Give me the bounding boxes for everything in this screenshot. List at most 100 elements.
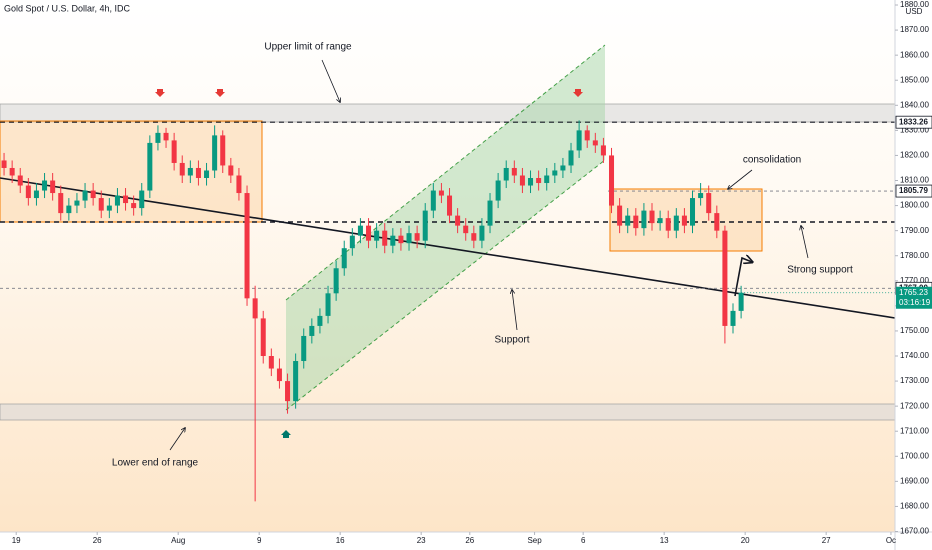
candle-body: [195, 167, 201, 179]
channel-lower: [285, 159, 606, 411]
candle-body: [519, 175, 525, 186]
candle-body: [244, 193, 250, 299]
y-tick-label: 1880.00: [900, 0, 929, 9]
candle-body: [301, 335, 307, 362]
up-arrow: [281, 430, 291, 438]
x-tick-label: 19: [12, 536, 21, 545]
candle-body: [609, 155, 615, 206]
candle-body: [9, 167, 15, 176]
candles: [1, 120, 744, 502]
candle-body: [114, 195, 120, 206]
y-tick-label: 1750.00: [900, 326, 929, 335]
candle-body: [82, 190, 88, 201]
candle-body: [42, 180, 48, 191]
price-label-box: [895, 184, 932, 198]
upper-range-zone: [0, 103, 896, 123]
candle-body: [33, 190, 39, 199]
x-tick-label: 27: [822, 536, 831, 545]
y-axis-background: [895, 0, 932, 550]
candle-body: [487, 200, 493, 226]
candle-body: [552, 170, 558, 176]
y-tick-label: 1840.00: [900, 100, 929, 109]
x-tick-label: 16: [336, 536, 345, 545]
annotation: Strong support: [787, 265, 853, 276]
candle-body: [479, 225, 485, 241]
candle-body: [179, 162, 185, 176]
candle-body: [74, 200, 80, 206]
candle-body: [625, 215, 631, 226]
y-tick-label: 1680.00: [900, 502, 929, 511]
candle-body: [357, 225, 363, 236]
candle-body: [600, 145, 606, 156]
candle-body: [325, 293, 331, 316]
candle-body: [293, 361, 299, 402]
y-tick-label: 1850.00: [900, 75, 929, 84]
x-tick-label: Aug: [171, 536, 185, 545]
currency-label: USD: [906, 7, 923, 16]
annotation: Lower end of range: [112, 458, 199, 469]
candle-body: [447, 195, 453, 216]
annotation: Support: [494, 335, 529, 346]
annotation-arrow: [512, 290, 518, 331]
candle-body: [560, 165, 566, 171]
candle-body: [665, 218, 671, 231]
candle-body: [50, 180, 56, 194]
candle-body: [147, 142, 153, 191]
candle-body: [1, 160, 7, 168]
y-tick-label: 1860.00: [900, 50, 929, 59]
x-tick-label: 9: [257, 536, 262, 545]
candle-body: [414, 233, 420, 241]
x-tick-label: 6: [581, 536, 586, 545]
candle-body: [455, 215, 461, 226]
down-arrow: [215, 89, 225, 97]
candle-body: [576, 130, 582, 151]
candle-body: [106, 205, 112, 211]
y-tick-label: 1830.00: [900, 125, 929, 134]
last-price-label: 1765.23: [899, 288, 928, 297]
candle-body: [390, 235, 396, 246]
y-tick-label: 1740.00: [900, 351, 929, 360]
candle-body: [349, 235, 355, 249]
annotation-arrow: [728, 169, 753, 189]
y-tick-label: 1670.00: [900, 527, 929, 536]
candle-body: [155, 132, 161, 143]
y-tick-label: 1820.00: [900, 151, 929, 160]
candle-body: [690, 198, 696, 226]
candle-body: [511, 167, 517, 176]
candle-body: [698, 193, 704, 199]
x-tick-label: Sep: [527, 536, 542, 545]
annotation: Upper limit of range: [264, 42, 352, 53]
candle-body: [617, 205, 623, 226]
y-tick-label: 1870.00: [900, 25, 929, 34]
down-arrow: [573, 89, 583, 97]
candle-body: [592, 140, 598, 146]
last-price-box: [896, 286, 932, 309]
candle-body: [317, 315, 323, 326]
x-tick-label: 23: [417, 536, 426, 545]
lower-range-zone: [0, 403, 896, 421]
rising-channel: [286, 45, 605, 410]
annotation-arrow: [169, 428, 185, 451]
candle-body: [163, 132, 169, 141]
candle-body: [495, 180, 501, 201]
candle-body: [714, 213, 720, 231]
candle-body: [438, 190, 444, 196]
y-tick-label: 1710.00: [900, 426, 929, 435]
price-label-box: [895, 115, 932, 129]
chart-title: Gold Spot / U.S. Dollar, 4h, IDC: [4, 3, 131, 13]
annotation: consolidation: [743, 155, 801, 166]
candle-body: [463, 225, 469, 234]
x-tick-label: Oc: [886, 536, 896, 545]
annotation-arrow: [321, 59, 340, 102]
candle-body: [374, 230, 380, 241]
candle-body: [123, 195, 129, 204]
y-tick-label: 1790.00: [900, 226, 929, 235]
price-label: 1833.26: [899, 117, 928, 126]
y-tick-label: 1780.00: [900, 251, 929, 260]
candle-body: [568, 150, 574, 166]
candle-body: [90, 190, 96, 199]
candle-body: [584, 130, 590, 141]
range-box: [0, 120, 263, 223]
